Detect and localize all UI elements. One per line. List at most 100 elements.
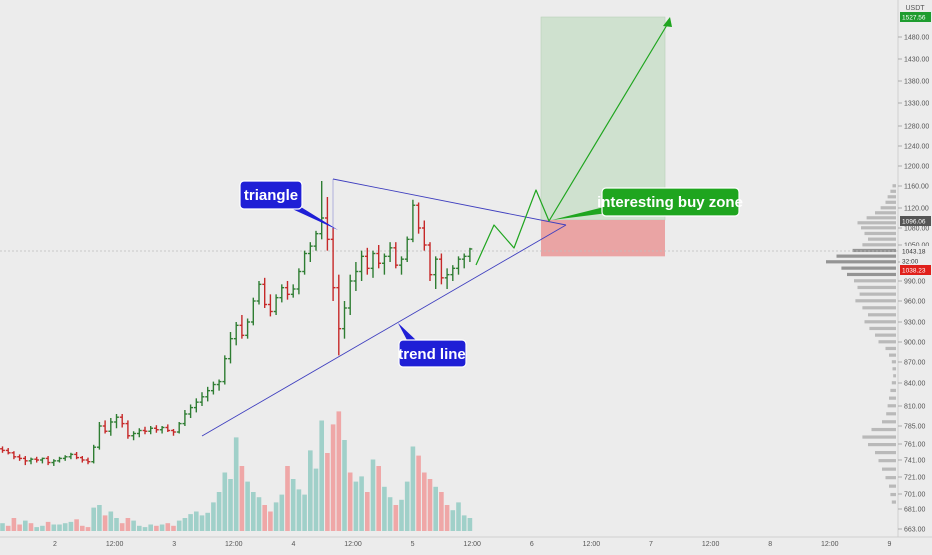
annotation-callouts[interactable]: triangle trend line interesting buy zone — [239, 180, 743, 368]
ohlc-bar — [5, 448, 11, 455]
time-axis-panel — [0, 537, 932, 550]
ohlc-bar — [228, 332, 233, 364]
volume-bar — [285, 466, 290, 531]
volume-bar — [239, 466, 245, 531]
buyzone-callout-text: interesting buy zone — [597, 194, 743, 211]
volume-bar — [456, 502, 461, 531]
time-tick-label: 12:00 — [821, 541, 839, 548]
ohlc-bar — [131, 431, 136, 441]
volume-profile-row — [857, 285, 896, 290]
ohlc-bar — [273, 294, 279, 315]
volume-profile-row — [875, 451, 896, 455]
volume-bar — [347, 472, 353, 531]
zone-price-tag-bg — [900, 216, 931, 226]
volume-profile-row — [889, 396, 896, 400]
buyzone-callout-pointer — [552, 206, 608, 220]
ohlc-bar — [57, 456, 62, 463]
volume-bar — [216, 492, 222, 531]
ohlc-bar — [11, 451, 17, 460]
ohlc-bar — [233, 322, 239, 346]
volume-profile-row — [882, 467, 896, 471]
ohlc-bar — [125, 420, 131, 439]
time-axis[interactable]: 2 12:00 3 12:00 4 12:00 5 12:00 6 12:00 7 12:00 8 12:… — [0, 536, 932, 550]
volume-profile-row — [886, 412, 896, 416]
buyzone-callout-box[interactable] — [601, 187, 740, 217]
volume-bar — [416, 455, 421, 531]
ohlc-bar — [336, 274, 342, 356]
ohlc-bar — [154, 425, 159, 433]
ohlc-bar — [222, 355, 228, 385]
volume-bar — [97, 505, 102, 531]
volume-bar — [5, 525, 11, 531]
volume-profile-row — [868, 443, 896, 447]
ohlc-bar — [40, 457, 45, 464]
volume-profile-row — [892, 184, 896, 188]
volume-bar — [422, 472, 427, 531]
price-tick-label: 1480.00 — [904, 35, 929, 42]
volume-bar — [319, 420, 324, 531]
ohlc-bar — [364, 247, 370, 275]
volume-profile-row — [866, 216, 896, 220]
volume-profile-row — [878, 459, 896, 463]
volume-profile-row — [855, 299, 896, 303]
ohlc-bar — [256, 281, 262, 305]
ohlc-bar — [302, 250, 307, 275]
volume-bar — [410, 446, 416, 531]
ohlc-bar — [34, 456, 40, 463]
volume-profile-row — [891, 500, 896, 504]
target-price-tag: 1527.56 — [902, 15, 926, 22]
price-axis[interactable]: USDT 663.00 681.00 701.00 721.00 741.00 761.0… — [897, 0, 932, 550]
volume-bar — [404, 481, 410, 531]
zone-price-tag: 1096.06 — [902, 219, 926, 226]
ohlc-bar — [410, 199, 416, 243]
trendline-callout-box[interactable] — [398, 339, 467, 368]
volume-profile-row — [885, 346, 896, 351]
time-tick-label: 3 — [172, 541, 176, 548]
volume-profile-row — [868, 237, 896, 241]
ohlc-bar — [296, 268, 302, 295]
volume-bar — [0, 523, 5, 531]
price-tick-label: 960.00 — [904, 299, 926, 306]
ohlc-bar — [193, 398, 199, 413]
triangle-callout-box[interactable] — [239, 180, 303, 210]
projected-path-arrowhead — [663, 17, 672, 27]
ohlc-bar — [74, 452, 79, 460]
stop-zone — [541, 219, 665, 257]
ohlc-bar — [142, 426, 148, 435]
volume-bar — [114, 518, 119, 531]
price-tick-label: 761.00 — [904, 442, 926, 449]
ohlc-bar — [450, 265, 456, 281]
ohlc-bar — [347, 274, 353, 315]
trendline-callout-text: trend line — [398, 346, 466, 363]
volume-profile-row — [891, 381, 896, 385]
ohlc-bar — [307, 242, 313, 262]
volume-bar — [427, 479, 433, 531]
time-tick-label: 4 — [291, 541, 295, 548]
volume-bar — [40, 525, 45, 531]
volume-profile-row — [890, 492, 896, 497]
volume-bar — [342, 440, 347, 531]
ohlc-bar — [376, 245, 382, 269]
volume-bar — [199, 515, 205, 531]
ohlc-bar — [416, 202, 421, 234]
time-tick-label: 12:00 — [702, 541, 720, 548]
volume-bar — [393, 505, 399, 531]
ohlc-bar — [393, 242, 399, 269]
volume-bar — [68, 521, 74, 531]
volume-profile-row — [891, 360, 896, 364]
volume-bar — [228, 479, 233, 531]
volume-bar — [11, 518, 17, 531]
ohlc-bar — [370, 250, 376, 278]
volume-bar — [439, 492, 444, 531]
volume-bar — [233, 437, 239, 531]
price-tick-label: 1240.00 — [904, 144, 929, 151]
ohlc-bar — [51, 459, 57, 466]
ohlc-bar — [17, 454, 22, 461]
volume-bar — [211, 502, 216, 531]
volume-bar — [34, 527, 39, 531]
volume-bar — [148, 524, 153, 531]
ohlc-bar — [285, 281, 290, 300]
